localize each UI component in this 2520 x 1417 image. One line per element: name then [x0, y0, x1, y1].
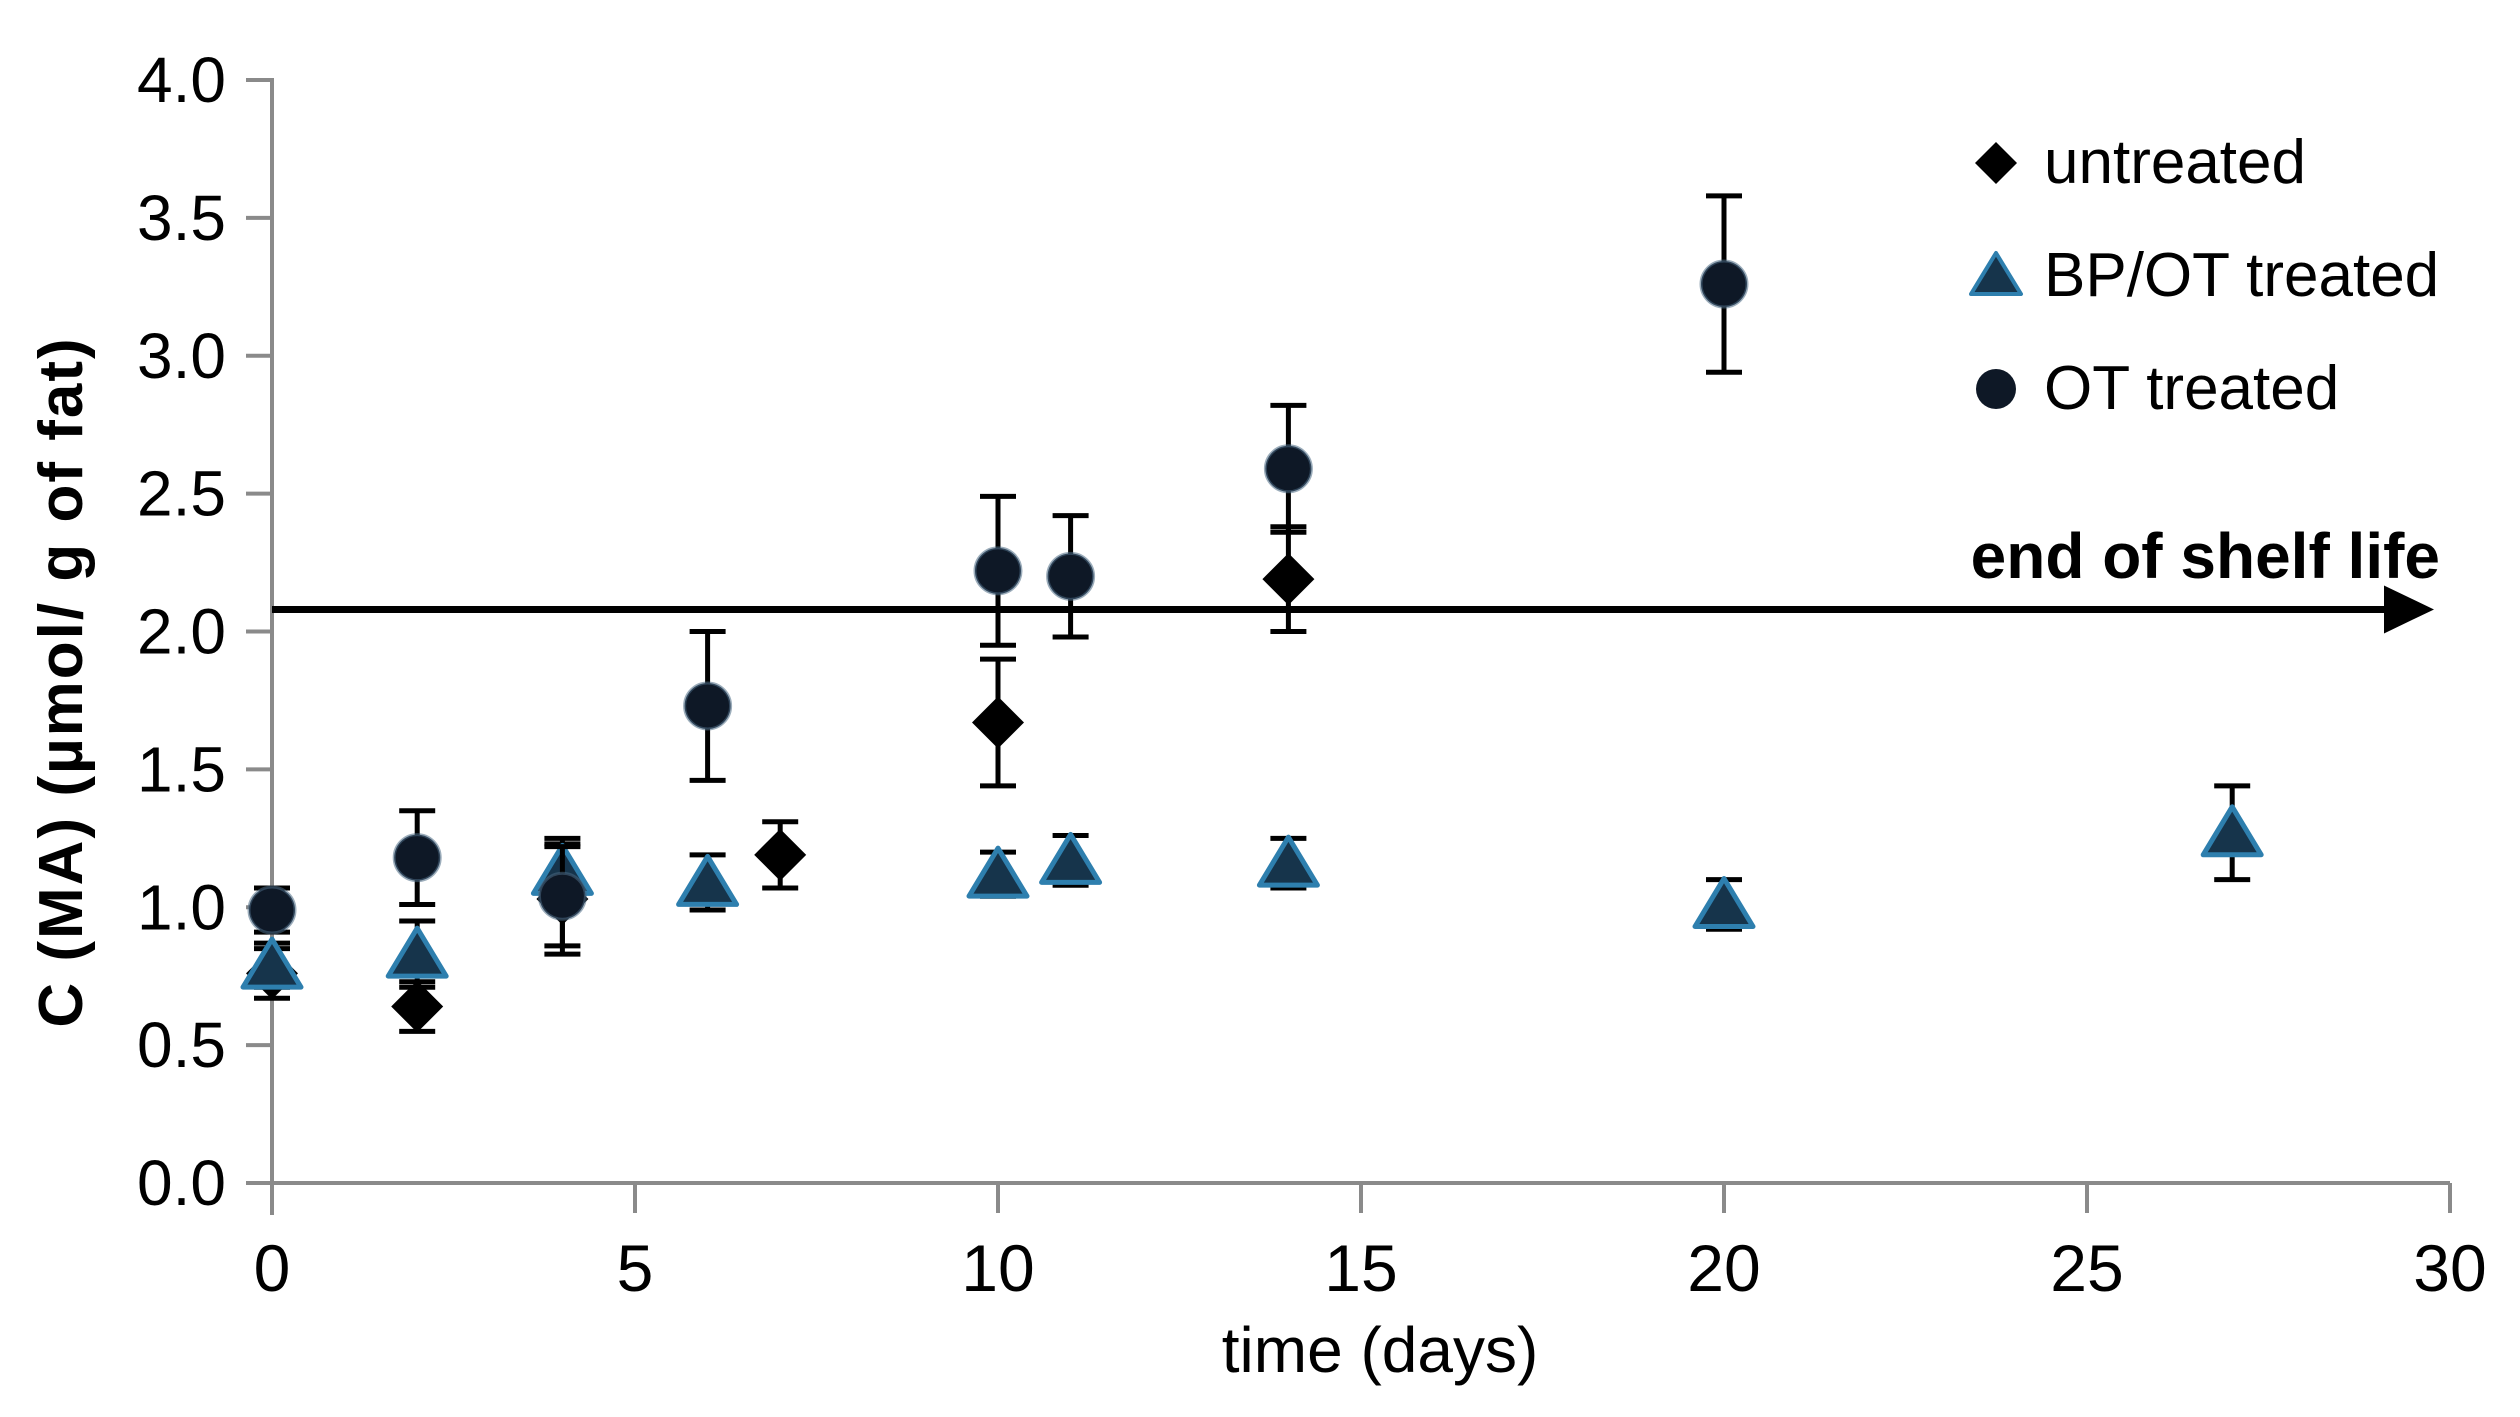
- circle-marker: [1046, 551, 1096, 601]
- y-tick-label: 2.5: [137, 458, 226, 530]
- legend-item-ot-treated: OT treated: [1962, 332, 2439, 445]
- triangle-icon: [1969, 250, 2023, 296]
- triangle-marker: [1256, 834, 1320, 888]
- y-tick-label: 4.0: [137, 44, 226, 116]
- legend-label: untreated: [2044, 127, 2306, 197]
- circle-marker: [537, 871, 587, 921]
- x-tick-label: 20: [1687, 1231, 1760, 1305]
- legend: untreated BP/OT treated OT treated: [1962, 106, 2439, 445]
- series-bp-ot-treated: [240, 783, 2264, 990]
- diamond-marker: [391, 980, 444, 1033]
- circle-marker: [1699, 259, 1749, 309]
- y-tick-label: 2.0: [137, 596, 226, 668]
- legend-label: OT treated: [2044, 353, 2340, 423]
- circle-marker: [392, 833, 442, 883]
- y-tick-label: 3.5: [137, 182, 226, 254]
- triangle-marker: [385, 925, 449, 979]
- diamond-icon: [1975, 141, 2017, 184]
- y-tick-label: 1.5: [137, 733, 226, 805]
- x-tick-label: 30: [2413, 1231, 2486, 1305]
- x-tick-label: 15: [1324, 1231, 1397, 1305]
- shelf-life-arrowhead: [2384, 585, 2434, 634]
- triangle-marker: [676, 853, 740, 907]
- triangle-marker: [1692, 875, 1756, 929]
- x-tick-label: 25: [2050, 1231, 2123, 1305]
- circle-icon: [1976, 368, 2016, 409]
- y-tick-label: 3.0: [137, 320, 226, 392]
- diamond-marker: [754, 828, 807, 881]
- circle-marker: [973, 546, 1023, 596]
- legend-item-bp-ot-treated: BP/OT treated: [1962, 219, 2439, 332]
- x-tick-label: 5: [617, 1231, 654, 1305]
- y-axis-title: C (MA) (µmol/ g of fat): [27, 336, 96, 1028]
- y-tick-label: 0.0: [137, 1147, 226, 1219]
- legend-label: BP/OT treated: [2044, 240, 2440, 310]
- circle-marker: [247, 885, 297, 935]
- x-tick-label: 0: [254, 1231, 291, 1305]
- triangle-marker: [240, 936, 304, 990]
- triangle-marker: [966, 845, 1030, 899]
- triangle-marker: [1039, 831, 1103, 885]
- x-axis-title: time (days): [1221, 1314, 1539, 1386]
- y-tick-label: 0.5: [137, 1009, 226, 1081]
- diamond-marker: [1262, 553, 1315, 606]
- end-of-shelf-life-label: end of shelf life: [1970, 520, 2440, 592]
- circle-marker: [1263, 444, 1313, 494]
- y-tick-label: 1.0: [137, 871, 226, 943]
- diamond-marker: [972, 696, 1024, 749]
- x-tick-label: 10: [961, 1231, 1034, 1305]
- series-ot-treated: [247, 193, 1749, 949]
- legend-item-untreated: untreated: [1962, 106, 2439, 219]
- circle-marker: [683, 681, 733, 731]
- triangle-marker: [2200, 804, 2264, 858]
